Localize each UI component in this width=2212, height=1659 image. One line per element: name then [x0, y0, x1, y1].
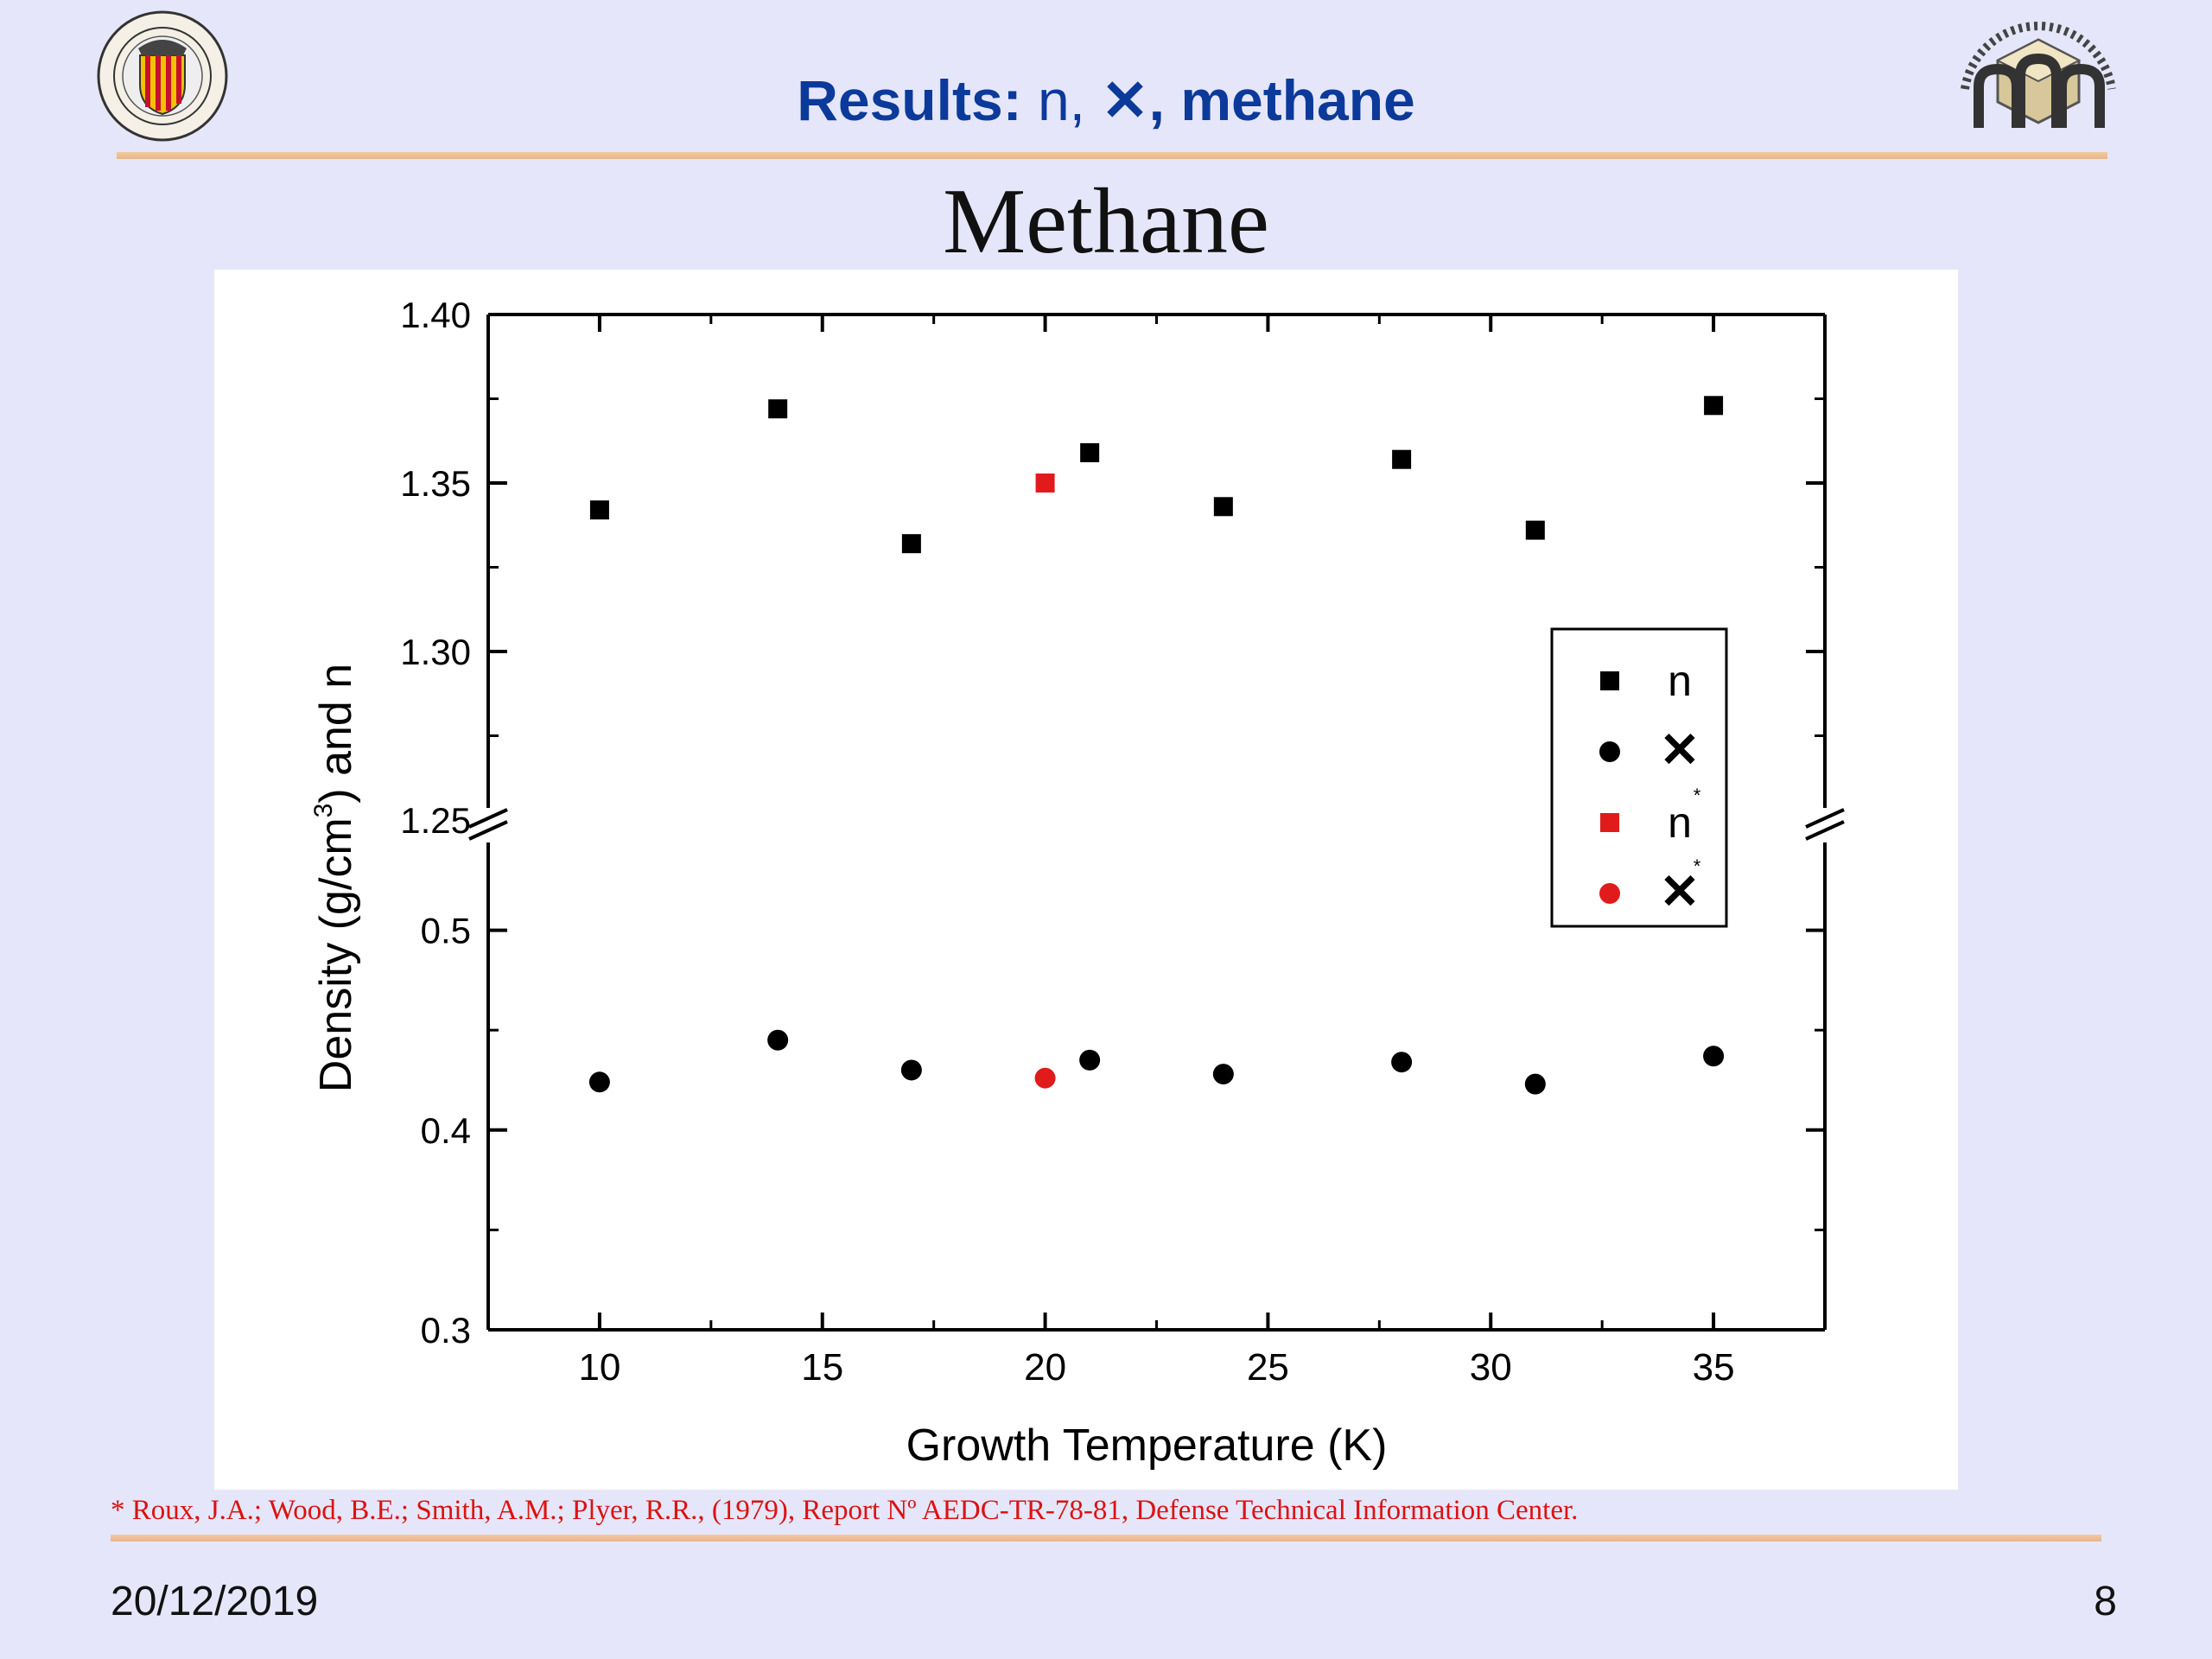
legend-label: n: [1668, 657, 1692, 705]
school-emblem-logo: [1961, 22, 2116, 128]
x-tick-label: 25: [1247, 1346, 1289, 1389]
x-tick-label: 10: [578, 1346, 620, 1389]
slide-title-rest: , methane: [1148, 68, 1415, 132]
y-axis-label-end: ) and n: [311, 664, 361, 804]
x-tick-label: 30: [1470, 1346, 1512, 1389]
university-seal-logo: [97, 10, 228, 142]
y-tick-label-upper: 1.40: [400, 295, 471, 335]
data-points: [588, 396, 1725, 1095]
x-tick-label: 35: [1693, 1346, 1735, 1389]
slide-page-number: 8: [2094, 1579, 2117, 1624]
axis-break-left: [467, 808, 509, 842]
footer-divider: [111, 1535, 2101, 1541]
slide-heading: Methane: [943, 170, 1269, 273]
scatter-chart: 10 15 20 25 30 35 1.25 1.30 1.35 1.40 0.3 0.4 0.5 n ✕…: [309, 295, 1846, 1471]
reference-footnote: * Roux, J.A.; Wood, B.E.; Smith, A.M.; P…: [111, 1495, 1579, 1526]
axis-break-right: [1804, 808, 1846, 842]
data-point-square: [1704, 396, 1724, 416]
y-tick-label-lower: 0.5: [421, 911, 471, 951]
chart-panel: 10 15 20 25 30 35 1.25 1.30 1.35 1.40 0.3 0.4 0.5 n ✕…: [214, 270, 1958, 1490]
legend-marker-circle: [1599, 741, 1620, 762]
y-axis-label-sup: 3: [309, 804, 338, 818]
data-point-circle: [588, 1071, 610, 1093]
data-point-square: [589, 500, 609, 520]
y-tick-label-upper: 1.35: [400, 463, 471, 504]
y-axis-label-main: Density (g/cm: [311, 817, 361, 1092]
legend-label: ✕: [1660, 722, 1700, 777]
legend-marker-square: [1600, 671, 1619, 690]
y-tick-label-lower: 0.3: [421, 1310, 471, 1351]
x-axis-label: Growth Temperature (K): [906, 1421, 1388, 1471]
slide-title-label: Results:: [797, 68, 1022, 132]
data-point-circle: [1391, 1052, 1413, 1073]
legend-marker-circle: [1599, 883, 1620, 904]
legend-label: n: [1668, 798, 1692, 847]
header-divider: [117, 152, 2107, 159]
x-tick-label: 20: [1024, 1346, 1066, 1389]
data-point-square: [768, 399, 788, 419]
legend-label-sup: *: [1694, 855, 1701, 877]
data-point-square: [1080, 442, 1100, 462]
slide-title-chi: ✕: [1101, 68, 1149, 132]
x-tick-label: 15: [801, 1346, 843, 1389]
data-point-circle: [1079, 1049, 1101, 1071]
data-point-circle: [900, 1059, 922, 1081]
y-tick-label-upper: 1.30: [400, 632, 471, 672]
data-point-square: [1392, 449, 1412, 469]
legend-marker-square: [1600, 813, 1619, 832]
data-point-circle: [1034, 1067, 1056, 1089]
data-point-square: [1525, 520, 1545, 540]
y-axis-label: Density (g/cm3) and n: [309, 664, 361, 1092]
data-point-circle: [1524, 1073, 1546, 1095]
slide-date: 20/12/2019: [111, 1579, 319, 1624]
chart-legend: n✕n*✕*: [1550, 627, 1728, 928]
data-point-square: [1213, 497, 1233, 517]
slide-title-n: n,: [1037, 68, 1086, 132]
legend-label: ✕: [1660, 864, 1700, 918]
data-point-circle: [1212, 1064, 1234, 1085]
data-point-circle: [767, 1029, 789, 1051]
axes: 10 15 20 25 30 35 1.25 1.30 1.35 1.40 0.3 0.4 0.5: [400, 295, 1825, 1389]
data-point-circle: [1703, 1046, 1725, 1067]
legend-label-sup: *: [1694, 785, 1701, 806]
y-tick-label-upper: 1.25: [400, 800, 471, 841]
slide-title: Results: n, ✕, methane: [0, 67, 2212, 134]
legend-box: [1550, 627, 1728, 928]
y-tick-label-lower: 0.4: [421, 1110, 471, 1151]
data-point-square: [1035, 474, 1055, 493]
data-point-square: [901, 534, 921, 554]
